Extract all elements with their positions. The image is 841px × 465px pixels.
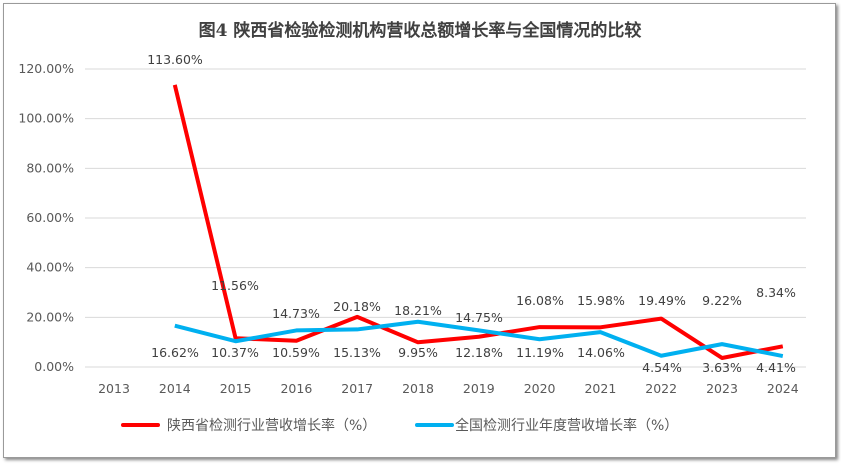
y-tick-label: 60.00% bbox=[26, 210, 74, 225]
data-label: 4.54% bbox=[642, 360, 682, 375]
y-tick-label: 80.00% bbox=[26, 160, 74, 175]
data-label: 113.60% bbox=[147, 52, 203, 67]
series-line-1 bbox=[174, 319, 784, 359]
x-tick-label: 2022 bbox=[645, 381, 677, 396]
data-label: 19.49% bbox=[638, 293, 686, 308]
data-label: 11.19% bbox=[516, 345, 564, 360]
data-label: 15.98% bbox=[577, 293, 625, 308]
y-tick-label: 120.00% bbox=[18, 61, 74, 76]
data-label: 15.13% bbox=[333, 345, 381, 360]
legend-label: 陕西省检测行业营收增长率（%） bbox=[167, 417, 376, 434]
data-label: 14.73% bbox=[272, 306, 320, 321]
data-label: 9.22% bbox=[702, 293, 742, 308]
data-label: 11.56% bbox=[211, 278, 259, 293]
series-line-0 bbox=[172, 84, 784, 360]
data-label: 16.62% bbox=[151, 345, 199, 360]
data-label: 3.63% bbox=[702, 360, 742, 375]
x-tick-label: 2023 bbox=[706, 381, 738, 396]
data-label: 16.08% bbox=[516, 293, 564, 308]
legend-label: 全国检测行业年度营收增长率（%） bbox=[455, 417, 678, 434]
x-tick-label: 2018 bbox=[402, 381, 434, 396]
data-label: 14.06% bbox=[577, 345, 625, 360]
chart-title: 图4 陕西省检验检测机构营收总额增长率与全国情况的比较 bbox=[199, 20, 642, 41]
x-tick-label: 2019 bbox=[463, 381, 495, 396]
data-label: 9.95% bbox=[398, 345, 438, 360]
x-tick-label: 2021 bbox=[584, 381, 616, 396]
data-label: 20.18% bbox=[333, 299, 381, 314]
y-tick-label: 100.00% bbox=[18, 111, 74, 126]
x-tick-label: 2015 bbox=[220, 381, 252, 396]
y-tick-label: 20.00% bbox=[26, 309, 74, 324]
data-label: 18.21% bbox=[394, 303, 442, 318]
data-label: 4.41% bbox=[756, 360, 796, 375]
data-label: 10.59% bbox=[272, 345, 320, 360]
y-tick-label: 40.00% bbox=[26, 260, 74, 275]
x-tick-label: 2020 bbox=[524, 381, 556, 396]
data-label: 14.75% bbox=[455, 310, 503, 325]
y-tick-label: 0.00% bbox=[34, 359, 74, 374]
x-tick-label: 2014 bbox=[159, 381, 191, 396]
x-tick-label: 2016 bbox=[280, 381, 312, 396]
data-label: 8.34% bbox=[756, 285, 796, 300]
data-label: 12.18% bbox=[455, 345, 503, 360]
x-tick-label: 2017 bbox=[341, 381, 373, 396]
data-label: 10.37% bbox=[211, 345, 259, 360]
x-tick-label: 2024 bbox=[767, 381, 799, 396]
chart-frame bbox=[3, 3, 836, 458]
x-tick-label: 2013 bbox=[98, 381, 130, 396]
